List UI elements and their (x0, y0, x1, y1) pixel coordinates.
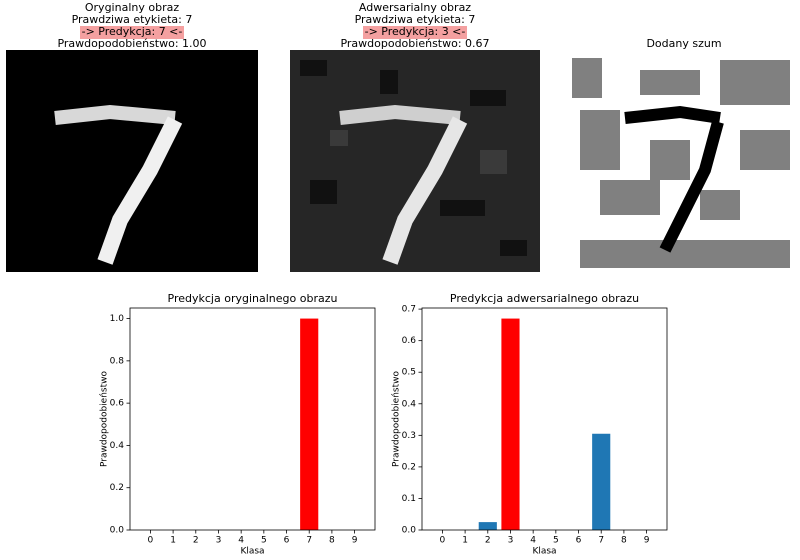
true-label: Prawdziwa etykieta: 7 (355, 13, 476, 26)
x-tick-label: 1 (170, 536, 176, 546)
x-tick-label: 7 (598, 536, 604, 546)
bar (501, 318, 520, 530)
x-tick-label: 9 (352, 536, 358, 546)
x-tick-label: 8 (621, 536, 627, 546)
x-tick-label: 6 (284, 536, 290, 546)
y-tick-label: 0.7 (402, 305, 416, 315)
x-tick-label: 0 (440, 536, 446, 546)
y-tick-label: 0.4 (402, 399, 417, 409)
x-tick-label: 8 (329, 536, 335, 546)
prediction-highlight (80, 26, 184, 39)
y-tick-label: 0.2 (402, 462, 416, 472)
x-axis-label: Klasa (532, 547, 556, 557)
x-axis-label: Klasa (240, 547, 264, 557)
chart-title: Predykcja adwersarialnego obrazu (450, 292, 639, 305)
x-tick-label: 0 (148, 536, 154, 546)
y-tick-label: 0.6 (110, 399, 125, 409)
x-tick-label: 3 (508, 536, 514, 546)
x-tick-label: 6 (576, 536, 582, 546)
x-tick-label: 5 (261, 536, 267, 546)
x-tick-label: 9 (644, 536, 650, 546)
noise-image (572, 50, 797, 272)
y-tick-label: 0.8 (110, 356, 125, 366)
x-tick-label: 4 (238, 536, 244, 546)
probability: Prawdopodobieństwo: 0.67 (340, 37, 489, 50)
y-tick-label: 1.0 (110, 314, 125, 324)
x-tick-label: 5 (553, 536, 559, 546)
image-title: Oryginalny obraz (85, 1, 179, 14)
bar (478, 522, 497, 530)
x-tick-label: 2 (193, 536, 199, 546)
y-tick-label: 0.0 (402, 526, 417, 536)
x-tick-label: 7 (306, 536, 312, 546)
prediction: -> Predykcja: 7 <- (82, 25, 183, 38)
axes-frame (129, 307, 376, 531)
y-tick-label: 0.5 (402, 368, 416, 378)
bar (592, 433, 611, 530)
y-tick-label: 0.4 (110, 441, 125, 451)
y-tick-label: 0.6 (402, 336, 417, 346)
image-title: Dodany szum (646, 37, 721, 50)
y-axis-label: Prawdopodobieństwo (100, 370, 110, 467)
bar (300, 318, 319, 530)
probability: Prawdopodobieństwo: 1.00 (57, 37, 206, 50)
adversarial-image (290, 50, 540, 272)
y-tick-label: 0.2 (110, 483, 124, 493)
y-tick-label: 0.1 (402, 494, 416, 504)
true-label: Prawdziwa etykieta: 7 (72, 13, 193, 26)
prediction-highlight (363, 26, 467, 39)
axes-frame (421, 307, 668, 531)
x-tick-label: 2 (485, 536, 491, 546)
chart-title: Predykcja oryginalnego obrazu (168, 292, 338, 305)
original-image (6, 50, 258, 272)
image-title: Adwersarialny obraz (359, 1, 471, 14)
x-tick-label: 3 (216, 536, 222, 546)
y-axis-label: Prawdopodobieństwo (392, 370, 402, 467)
y-tick-label: 0.3 (402, 431, 416, 441)
prediction: -> Predykcja: 3 <- (365, 25, 466, 38)
x-tick-label: 4 (530, 536, 536, 546)
x-tick-label: 1 (462, 536, 468, 546)
y-tick-label: 0.0 (110, 526, 125, 536)
